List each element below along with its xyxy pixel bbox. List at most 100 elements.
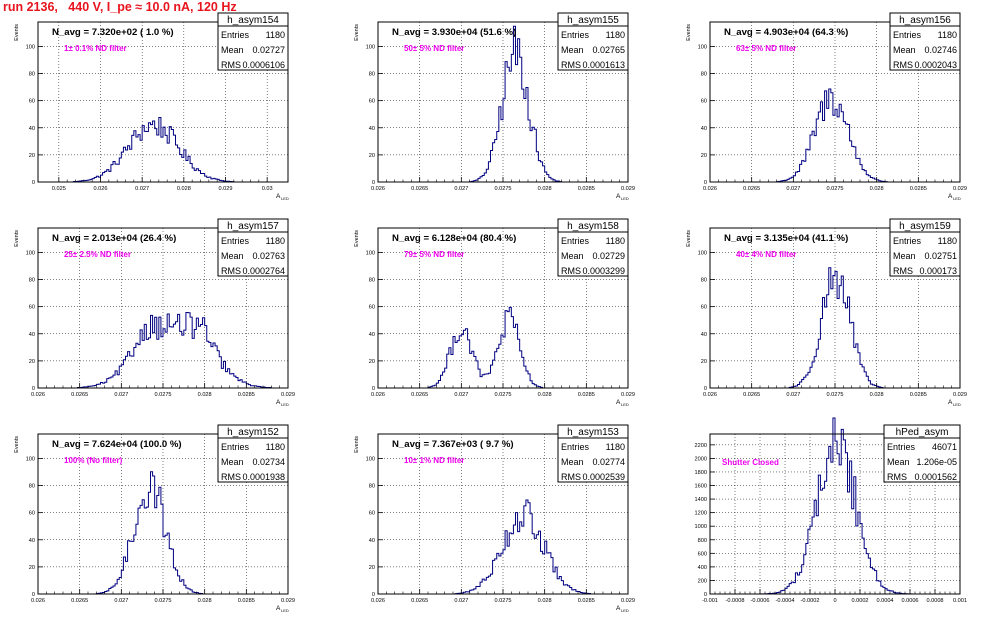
x-axis-title: A [276,399,281,406]
y-tick-label: 20 [29,565,35,571]
x-tick-label: 0.0004 [876,598,893,604]
y-tick-label: 0 [32,592,35,598]
stats-value-entries: 1180 [266,236,285,246]
x-tick-label: 0.026 [94,186,108,192]
stats-key-mean: Mean [221,45,244,55]
x-tick-label: 0.029 [953,186,967,192]
filter-annotation: 25± 2.5% ND filter [64,250,131,259]
stats-title: h_asym155 [567,15,619,26]
x-tick-label: 0.0285 [578,598,595,604]
x-tick-label: 0.0275 [494,392,511,398]
filter-annotation: 1± 0.1% ND filter [64,44,127,53]
stats-key-rms: RMS [893,60,913,70]
x-tick-label: 0.0285 [578,392,595,398]
stats-title: h_asym159 [899,221,951,232]
x-axis-title-subscript: LED [621,196,629,201]
y-axis-title: Events [354,436,360,453]
histogram-panel-h_asym157: 0.026 0.0265 0.027 0.0275 0.028 0.0285 0.029 0 2… [14,218,295,407]
x-tick-label: 0.03 [262,186,273,192]
histogram-panel-h_asym153: 0.026 0.0265 0.027 0.0275 0.028 0.0285 0.029 0 2… [354,424,635,613]
y-tick-label: 60 [369,305,375,311]
y-axis-title: Events [14,24,20,41]
x-tick-label: 0.0265 [743,186,760,192]
stats-box [883,424,961,483]
x-tick-label: 0.028 [870,186,884,192]
x-tick-label: 0.029 [953,392,967,398]
stats-value-mean: 0.02734 [252,457,285,467]
stats-box [217,424,289,483]
y-tick-label: 400 [698,565,707,571]
y-tick-label: 80 [369,484,375,490]
x-tick-label: 0.0265 [71,598,88,604]
y-tick-label: 0 [32,386,35,392]
stats-key-entries: Entries [561,236,590,246]
x-axis-title: A [616,605,621,612]
stats-value-entries: 1180 [266,30,285,40]
x-axis-title-subscript: LED [953,402,961,407]
x-tick-label: 0.0275 [826,392,843,398]
filter-annotation: 100% (No filter) [64,456,123,465]
x-axis-title: A [276,193,281,200]
stats-key-entries: Entries [893,30,922,40]
histogram-steps [38,311,288,389]
stats-value-entries: 1180 [606,442,625,452]
histogram-steps [710,88,960,183]
y-tick-label: 100 [26,456,35,462]
x-tick-label: 0.027 [114,598,128,604]
n-avg-label: N_avg = 3.135e+04 (41.1 %) [724,233,848,244]
stats-key-entries: Entries [887,442,916,452]
y-tick-label: 60 [701,99,707,105]
filter-annotation: 79± 5% ND filter [404,250,464,259]
filter-annotation: 50± 5% ND filter [404,44,464,53]
stats-value-rms: 0.0001562 [914,472,957,482]
y-tick-label: 1200 [695,511,707,517]
x-tick-label: 0.026 [703,392,717,398]
y-tick-label: 0 [704,180,707,186]
stats-box [889,12,961,71]
x-tick-label: 0.0265 [71,392,88,398]
stats-key-rms: RMS [561,266,581,276]
stats-value-rms: 0.0003299 [582,266,625,276]
stats-title: h_asym157 [227,221,279,232]
y-tick-label: 20 [29,359,35,365]
x-tick-label: -0.001 [702,598,718,604]
y-tick-label: 1800 [695,470,707,476]
stats-key-entries: Entries [561,442,590,452]
x-tick-label: 0.026 [371,598,385,604]
x-axis-title-subscript: LED [621,402,629,407]
x-axis-title-subscript: LED [281,402,289,407]
x-axis-title: A [616,399,621,406]
stats-value-mean: 0.02765 [592,45,625,55]
stats-value-mean: 0.02751 [924,251,957,261]
x-tick-label: 0.029 [281,598,295,604]
y-axis-title: Events [354,230,360,247]
stats-title: h_asym152 [227,427,279,438]
stats-key-rms: RMS [221,266,241,276]
y-tick-label: 80 [369,278,375,284]
x-tick-label: 0.0275 [826,186,843,192]
y-axis-title: Events [686,230,692,247]
stats-box [217,12,289,71]
y-tick-label: 80 [701,278,707,284]
y-tick-label: 40 [29,126,35,132]
stats-key-mean: Mean [221,251,244,261]
x-tick-label: 0.027 [135,186,149,192]
y-tick-label: 1600 [695,484,707,490]
stats-key-rms: RMS [221,60,241,70]
y-tick-label: 0 [704,592,707,598]
x-tick-label: 0.028 [538,392,552,398]
y-axis-title: Events [14,230,20,247]
stats-value-rms: 0.0006106 [242,60,285,70]
x-tick-label: 0.028 [538,186,552,192]
stats-key-rms: RMS [561,60,581,70]
y-tick-label: 100 [366,456,375,462]
y-tick-label: 800 [698,538,707,544]
filter-annotation: 10± 1% ND filter [404,456,464,465]
histogram-steps [378,499,628,595]
y-tick-label: 40 [369,126,375,132]
stats-key-mean: Mean [893,251,916,261]
y-tick-label: 20 [369,153,375,159]
x-tick-label: 0.028 [870,392,884,398]
stats-value-rms: 0.0002539 [582,472,625,482]
x-tick-label: 0.029 [621,598,635,604]
